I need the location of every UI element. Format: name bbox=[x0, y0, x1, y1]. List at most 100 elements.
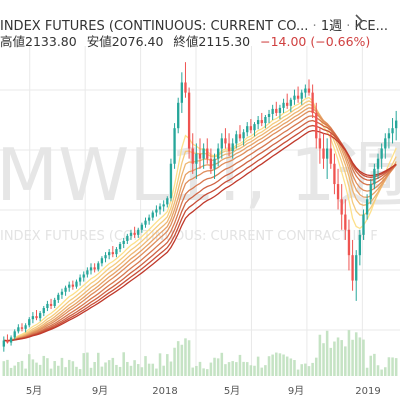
volume-bar bbox=[275, 352, 278, 376]
candle-body bbox=[93, 267, 96, 270]
candle-body bbox=[249, 126, 253, 131]
candle-body bbox=[42, 308, 45, 314]
symbol-title-line[interactable]: INDEX FUTURES (CONTINUOUS: CURRENT CO...… bbox=[0, 15, 388, 34]
candle bbox=[191, 133, 194, 174]
candle-body bbox=[333, 163, 336, 185]
candle bbox=[140, 222, 144, 233]
candle bbox=[97, 261, 100, 272]
volume-bar bbox=[231, 361, 234, 376]
volume-bar bbox=[347, 330, 351, 376]
candle-body bbox=[278, 107, 282, 113]
volume-bar bbox=[162, 365, 165, 376]
candle bbox=[384, 133, 387, 159]
volume-bar bbox=[144, 356, 147, 376]
volume-bar bbox=[97, 352, 100, 376]
candle-body bbox=[355, 255, 358, 281]
candle-body bbox=[195, 153, 198, 164]
volume-bar bbox=[391, 357, 394, 376]
volume-bar bbox=[82, 353, 86, 376]
candle-body bbox=[296, 95, 300, 99]
volume-bar bbox=[155, 368, 158, 376]
candle bbox=[126, 233, 129, 244]
low-value: 2076.40 bbox=[111, 34, 164, 49]
candle bbox=[78, 274, 82, 286]
candle bbox=[238, 125, 242, 142]
x-tick-label: 5月 bbox=[224, 385, 240, 397]
candle bbox=[347, 219, 351, 271]
candle bbox=[340, 184, 343, 230]
volume-bar bbox=[329, 347, 333, 376]
volume-bar bbox=[209, 362, 213, 376]
candle bbox=[20, 323, 24, 332]
candle bbox=[137, 227, 140, 238]
candle-body bbox=[300, 92, 303, 99]
candle bbox=[104, 252, 107, 263]
exchange-label[interactable]: ICE... bbox=[354, 19, 389, 34]
timeframe-label[interactable]: 1週 bbox=[320, 19, 343, 34]
chart-header: INDEX FUTURES (CONTINUOUS: CURRENT CO...… bbox=[0, 0, 400, 49]
volume-bar bbox=[322, 343, 325, 376]
candle-body bbox=[289, 99, 292, 106]
candle-body bbox=[49, 303, 53, 306]
candle bbox=[17, 324, 20, 334]
candle-body bbox=[38, 313, 42, 319]
volume-bar bbox=[169, 361, 173, 376]
volume-bar bbox=[24, 368, 27, 376]
volume-bar bbox=[369, 355, 373, 376]
candle-layer bbox=[2, 62, 398, 352]
volume-bar bbox=[195, 365, 198, 376]
candle bbox=[227, 133, 231, 157]
candle-body bbox=[57, 294, 60, 300]
candle bbox=[260, 112, 263, 127]
header-more-icon[interactable] bbox=[350, 12, 368, 30]
volume-bar bbox=[136, 364, 140, 376]
volume-bar bbox=[57, 365, 60, 376]
volume-bar bbox=[126, 361, 129, 376]
volume-bar bbox=[100, 366, 104, 376]
candle bbox=[275, 101, 278, 116]
candle bbox=[122, 237, 125, 249]
candle bbox=[293, 89, 296, 105]
candle bbox=[177, 97, 180, 134]
candle bbox=[289, 97, 292, 112]
candle bbox=[373, 163, 376, 190]
candle-body bbox=[336, 184, 340, 200]
candle bbox=[246, 122, 249, 137]
candle-body bbox=[60, 291, 64, 295]
symbol-title[interactable]: INDEX FUTURES (CONTINUOUS: CURRENT CO... bbox=[0, 19, 309, 34]
candle-body bbox=[246, 126, 249, 133]
change-value: −14.00 (−0.66%) bbox=[260, 34, 371, 49]
volume-bar bbox=[238, 354, 242, 376]
candle-body bbox=[304, 88, 307, 93]
candle-body bbox=[395, 120, 398, 129]
candle-body bbox=[64, 287, 67, 292]
volume-bar bbox=[35, 362, 38, 376]
candle bbox=[166, 196, 169, 208]
candle bbox=[264, 114, 267, 129]
candle bbox=[169, 158, 173, 202]
volume-bar bbox=[227, 362, 231, 376]
volume-bar bbox=[187, 340, 191, 376]
volume-bar bbox=[365, 367, 369, 376]
volume-bar bbox=[202, 368, 205, 376]
volume-bar bbox=[71, 361, 75, 376]
volume-bar bbox=[140, 367, 144, 376]
volume-bar bbox=[75, 366, 78, 376]
volume-bar bbox=[180, 344, 184, 376]
candle-body bbox=[344, 214, 347, 230]
volume-bar bbox=[118, 366, 122, 376]
candle bbox=[365, 194, 369, 220]
candle-body bbox=[358, 234, 362, 256]
candle bbox=[391, 118, 394, 144]
candle-body bbox=[28, 319, 31, 326]
candle-body bbox=[115, 249, 118, 255]
candle bbox=[282, 98, 285, 113]
candle-body bbox=[347, 229, 351, 256]
volume-bar bbox=[176, 341, 180, 376]
volume-bar bbox=[122, 352, 125, 376]
volume-bar bbox=[53, 361, 56, 376]
candle bbox=[93, 263, 96, 273]
candle-body bbox=[318, 138, 322, 149]
volume-bar bbox=[253, 365, 256, 376]
